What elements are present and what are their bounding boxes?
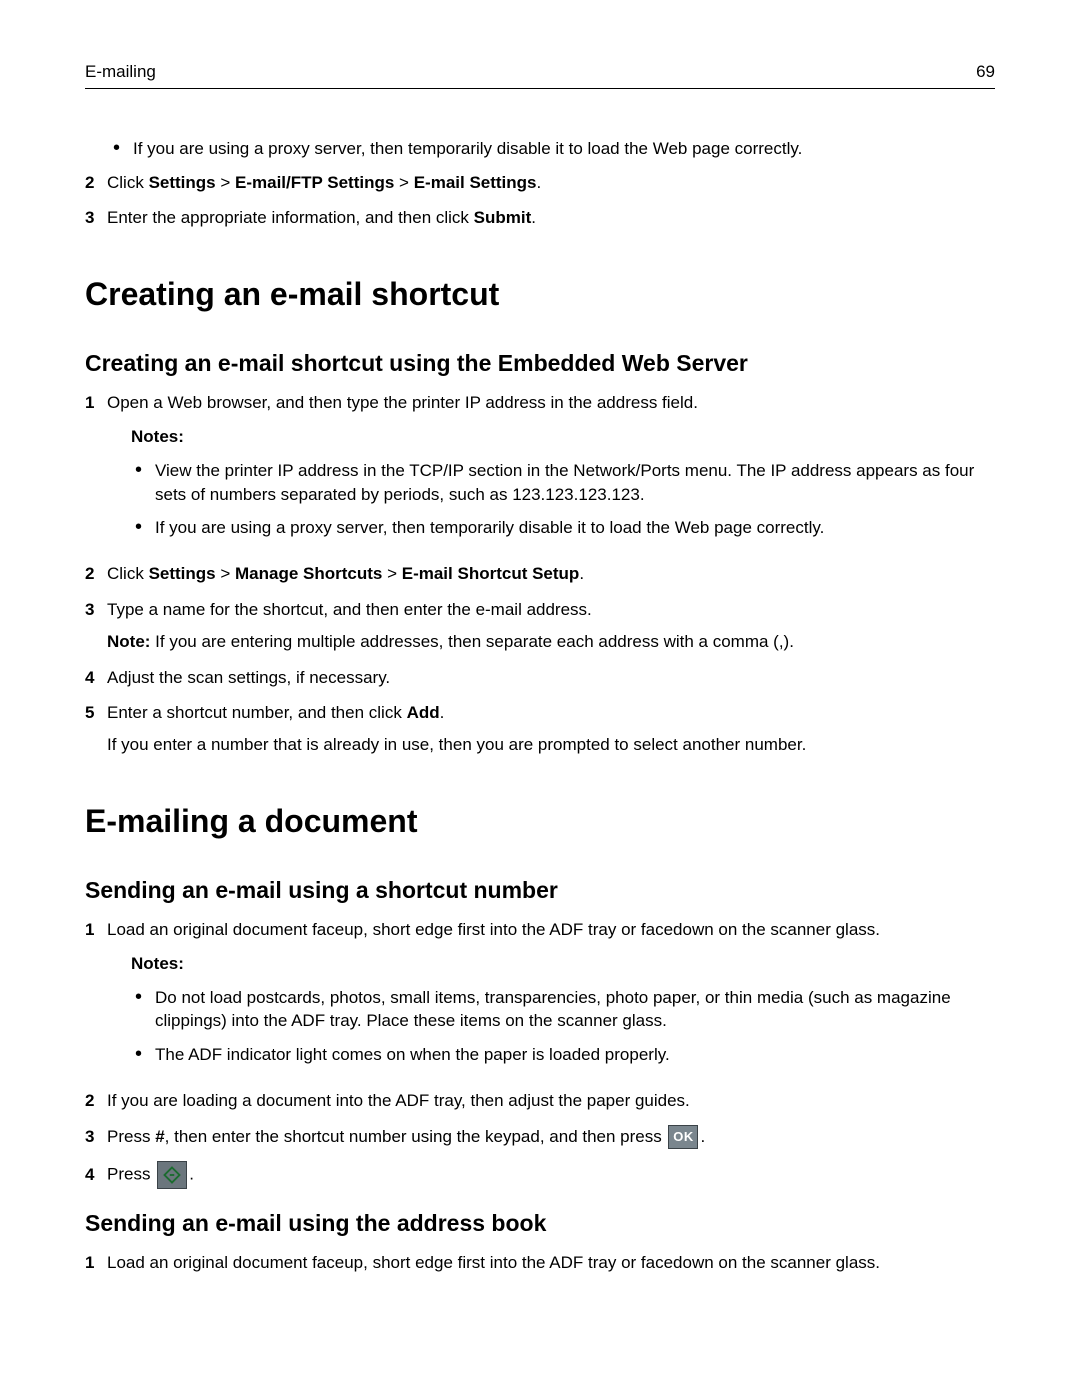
step-2: 2 Click Settings > E-mail/FTP Settings >…: [85, 171, 995, 195]
diamond-start-icon: [163, 1166, 181, 1184]
note-adf-light: The ADF indicator light comes on when th…: [131, 1043, 995, 1067]
start-button-icon: [157, 1161, 187, 1189]
page-header: E-mailing 69: [85, 60, 995, 89]
step-3: 3 Type a name for the shortcut, and then…: [85, 598, 995, 654]
ok-button-icon: OK: [668, 1125, 698, 1149]
top-bullets: If you are using a proxy server, then te…: [85, 137, 995, 161]
notes-list: View the printer IP address in the TCP/I…: [107, 459, 995, 540]
notes-list: Do not load postcards, photos, small ite…: [107, 986, 995, 1067]
step-note: Note: If you are entering multiple addre…: [107, 630, 995, 654]
step-2: 2 If you are loading a document into the…: [85, 1089, 995, 1113]
step-num: 2: [85, 171, 107, 195]
note-ip: View the printer IP address in the TCP/I…: [131, 459, 995, 507]
step-3: 3 Enter the appropriate information, and…: [85, 206, 995, 230]
step-num: 3: [85, 206, 107, 230]
h2-ews: Creating an e-mail shortcut using the Em…: [85, 347, 995, 379]
step-2: 2 Click Settings > Manage Shortcuts > E-…: [85, 562, 995, 586]
h1-emailing-doc: E-mailing a document: [85, 799, 995, 844]
bullet-proxy: If you are using a proxy server, then te…: [109, 137, 995, 161]
h2-address-book: Sending an e‑mail using the address book: [85, 1207, 995, 1239]
header-page-number: 69: [976, 60, 995, 84]
step-4: 4 Press .: [85, 1161, 995, 1189]
step-1: 1 Load an original document faceup, shor…: [85, 1251, 995, 1275]
step-body: Click Settings > E-mail/FTP Settings > E…: [107, 171, 995, 195]
note-media: Do not load postcards, photos, small ite…: [131, 986, 995, 1034]
step-text: Type a name for the shortcut, and then e…: [107, 600, 592, 619]
note-proxy: If you are using a proxy server, then te…: [131, 516, 995, 540]
h1-creating-shortcut: Creating an e-mail shortcut: [85, 272, 995, 317]
step-body: Enter the appropriate information, and t…: [107, 206, 995, 230]
step-1: 1 Load an original document faceup, shor…: [85, 918, 995, 1077]
h2-shortcut-number: Sending an e‑mail using a shortcut numbe…: [85, 874, 995, 906]
notes-label: Notes:: [107, 952, 995, 976]
step-1: 1 Open a Web browser, and then type the …: [85, 391, 995, 550]
step-5: 5 Enter a shortcut number, and then clic…: [85, 701, 995, 757]
step-3: 3 Press #, then enter the shortcut numbe…: [85, 1125, 995, 1150]
step-4: 4 Adjust the scan settings, if necessary…: [85, 666, 995, 690]
header-section: E-mailing: [85, 60, 156, 84]
notes-label: Notes:: [107, 425, 995, 449]
step-post: If you enter a number that is already in…: [107, 733, 995, 757]
step-text: Open a Web browser, and then type the pr…: [107, 393, 698, 412]
